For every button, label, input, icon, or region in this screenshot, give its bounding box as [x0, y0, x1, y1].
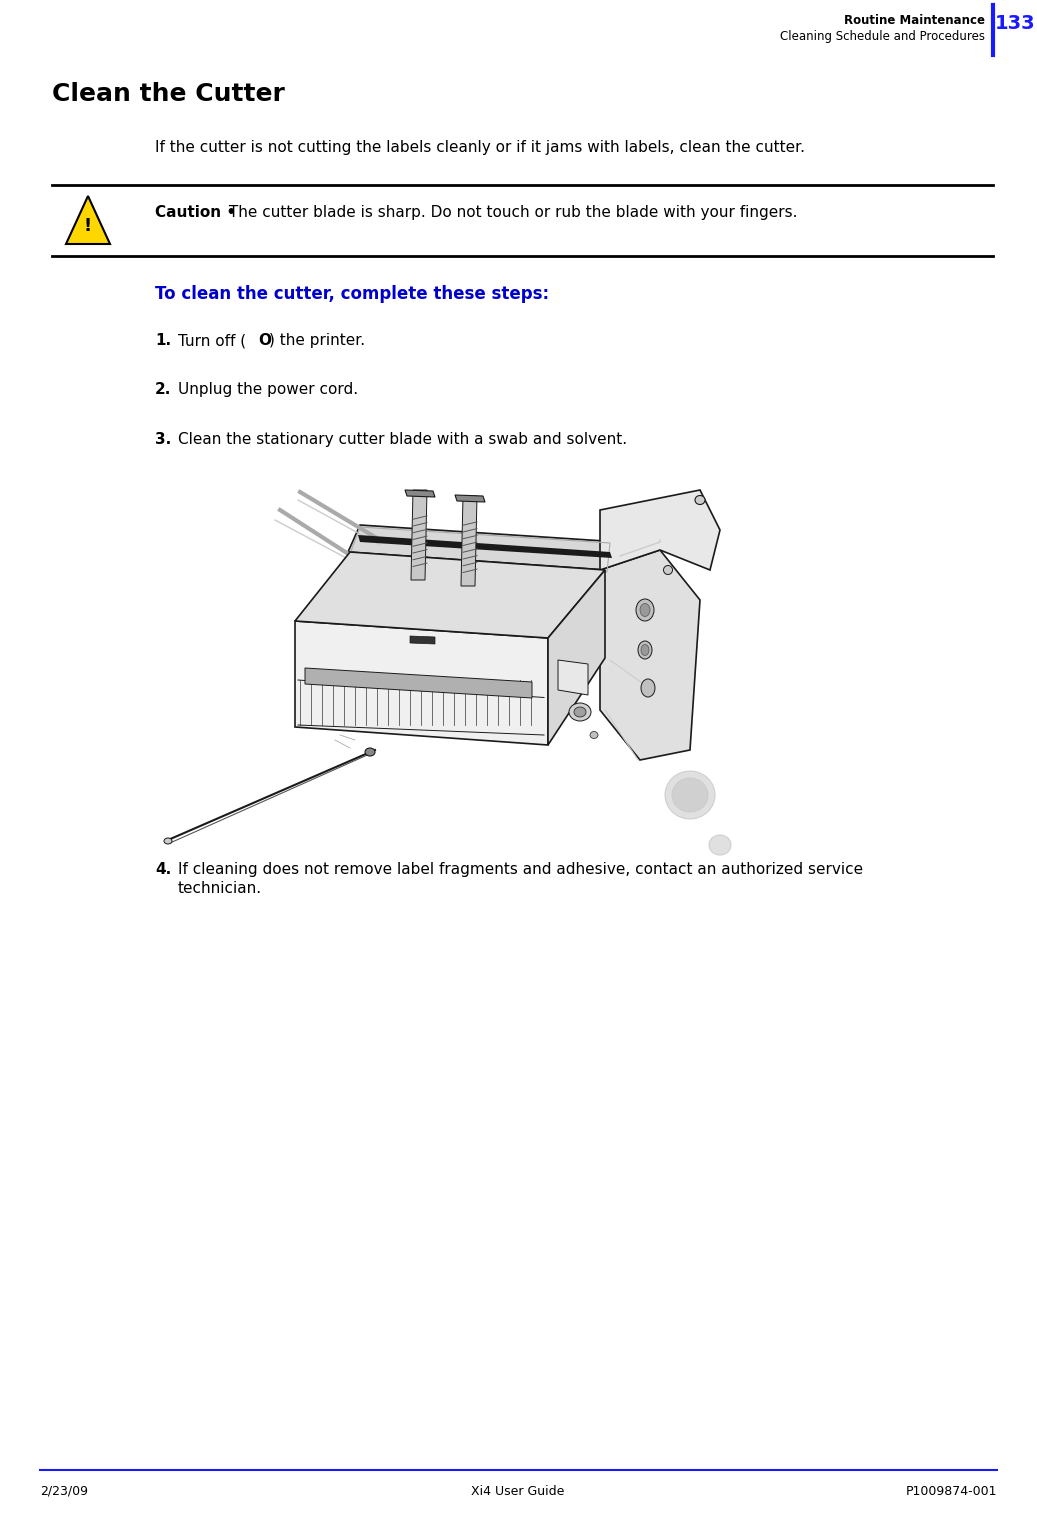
Polygon shape: [295, 552, 605, 638]
Ellipse shape: [664, 566, 673, 575]
Polygon shape: [66, 197, 110, 244]
Text: 133: 133: [994, 14, 1035, 33]
Ellipse shape: [638, 642, 652, 660]
Polygon shape: [348, 525, 620, 570]
Ellipse shape: [641, 679, 655, 697]
Text: 2.: 2.: [155, 381, 171, 396]
Ellipse shape: [709, 835, 731, 855]
Polygon shape: [461, 496, 477, 586]
Ellipse shape: [640, 604, 650, 616]
Polygon shape: [455, 495, 485, 502]
Text: Clean the Cutter: Clean the Cutter: [52, 82, 285, 106]
Polygon shape: [558, 660, 588, 694]
Ellipse shape: [641, 645, 649, 655]
Polygon shape: [295, 620, 548, 744]
Text: Cleaning Schedule and Procedures: Cleaning Schedule and Procedures: [780, 30, 985, 42]
Text: If the cutter is not cutting the labels cleanly or if it jams with labels, clean: If the cutter is not cutting the labels …: [155, 141, 805, 154]
Polygon shape: [358, 536, 612, 558]
Ellipse shape: [574, 707, 586, 717]
Text: The cutter blade is sharp. Do not touch or rub the blade with your fingers.: The cutter blade is sharp. Do not touch …: [224, 204, 797, 219]
Polygon shape: [410, 635, 435, 645]
Text: !: !: [84, 216, 92, 235]
Text: Clean the stationary cutter blade with a swab and solvent.: Clean the stationary cutter blade with a…: [178, 433, 627, 446]
Text: Turn off (: Turn off (: [178, 333, 246, 348]
Text: 2/23/09: 2/23/09: [40, 1484, 88, 1498]
Ellipse shape: [695, 495, 705, 504]
Text: 4.: 4.: [155, 862, 171, 878]
Polygon shape: [600, 490, 720, 570]
Text: 1.: 1.: [155, 333, 171, 348]
Ellipse shape: [164, 838, 172, 844]
Ellipse shape: [672, 778, 708, 812]
Polygon shape: [405, 490, 435, 496]
Text: To clean the cutter, complete these steps:: To clean the cutter, complete these step…: [155, 284, 550, 303]
Ellipse shape: [569, 704, 591, 722]
Ellipse shape: [665, 772, 714, 819]
Text: 3.: 3.: [155, 433, 171, 446]
Text: Xi4 User Guide: Xi4 User Guide: [471, 1484, 565, 1498]
Text: If cleaning does not remove label fragments and adhesive, contact an authorized : If cleaning does not remove label fragme…: [178, 862, 863, 878]
Ellipse shape: [636, 599, 654, 620]
Ellipse shape: [365, 747, 375, 756]
Polygon shape: [305, 669, 532, 697]
Text: Caution •: Caution •: [155, 204, 236, 219]
Ellipse shape: [590, 731, 598, 738]
Polygon shape: [600, 551, 700, 760]
Text: Unplug the power cord.: Unplug the power cord.: [178, 381, 358, 396]
Polygon shape: [548, 570, 605, 744]
Text: O: O: [258, 333, 271, 348]
Text: technician.: technician.: [178, 881, 262, 896]
Polygon shape: [411, 490, 427, 579]
Text: Routine Maintenance: Routine Maintenance: [844, 14, 985, 27]
Text: P1009874-001: P1009874-001: [905, 1484, 997, 1498]
Text: ) the printer.: ) the printer.: [269, 333, 365, 348]
